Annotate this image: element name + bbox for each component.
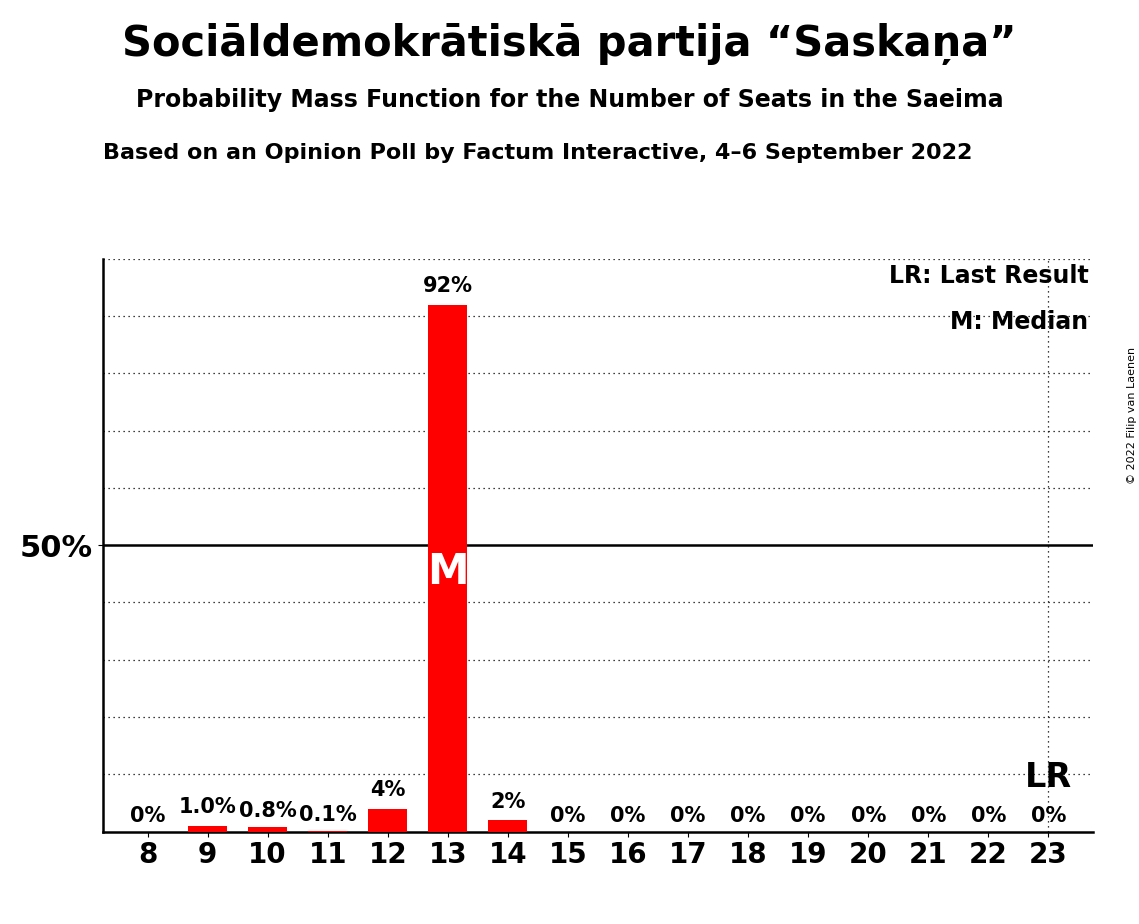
Text: 0%: 0% (1031, 806, 1066, 826)
Text: Based on an Opinion Poll by Factum Interactive, 4–6 September 2022: Based on an Opinion Poll by Factum Inter… (103, 143, 972, 164)
Text: 1.0%: 1.0% (179, 797, 237, 817)
Text: M: M (427, 551, 468, 593)
Text: 4%: 4% (370, 780, 405, 800)
Text: 0%: 0% (851, 806, 886, 826)
Text: 0%: 0% (970, 806, 1006, 826)
Text: M: Median: M: Median (950, 310, 1089, 334)
Text: 0%: 0% (611, 806, 646, 826)
Text: 0.8%: 0.8% (239, 801, 296, 821)
Bar (188, 826, 227, 832)
Text: 0%: 0% (730, 806, 765, 826)
Text: 0%: 0% (671, 806, 706, 826)
Text: 92%: 92% (423, 276, 473, 296)
Text: 0.1%: 0.1% (298, 806, 357, 825)
Text: 0%: 0% (790, 806, 826, 826)
Text: 0%: 0% (550, 806, 585, 826)
Bar (248, 827, 287, 832)
Bar (368, 808, 408, 832)
Bar (428, 305, 467, 832)
Text: LR: Last Result: LR: Last Result (888, 264, 1089, 288)
Text: © 2022 Filip van Laenen: © 2022 Filip van Laenen (1126, 347, 1137, 484)
Bar (489, 821, 527, 832)
Text: 2%: 2% (490, 792, 525, 811)
Text: 0%: 0% (910, 806, 947, 826)
Text: Sociāldemokrātiskā partija “Saskaņa”: Sociāldemokrātiskā partija “Saskaņa” (122, 23, 1017, 65)
Text: LR: LR (1025, 761, 1072, 795)
Text: 0%: 0% (130, 806, 165, 826)
Text: Probability Mass Function for the Number of Seats in the Saeima: Probability Mass Function for the Number… (136, 88, 1003, 112)
